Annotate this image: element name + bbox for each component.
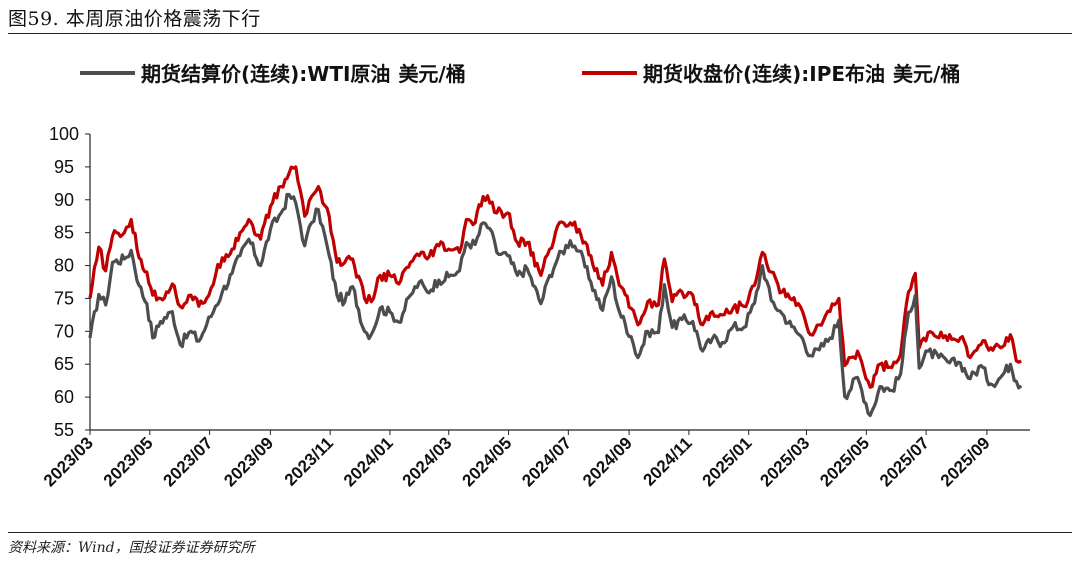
y-tick-label: 70	[54, 321, 74, 341]
y-tick-label: 65	[54, 354, 74, 374]
x-tick-label: 2024/11	[639, 433, 695, 489]
y-tick-label: 90	[54, 190, 74, 210]
x-tick-label: 2025/01	[699, 433, 756, 490]
source-note: 资料来源：Wind，国投证券证券研究所	[8, 540, 255, 556]
y-tick-label: 100	[49, 124, 79, 144]
x-tick-label: 2023/11	[281, 433, 337, 489]
x-tick-label: 2023/09	[220, 433, 277, 490]
y-tick-label: 75	[54, 288, 74, 308]
source-divider	[8, 532, 1072, 533]
x-tick-label: 2025/09	[937, 433, 994, 490]
x-tick-label: 2024/09	[579, 433, 636, 490]
x-tick-label: 2023/05	[100, 433, 157, 490]
x-tick-label: 2024/03	[399, 433, 456, 490]
x-tick-label: 2025/07	[876, 433, 933, 490]
legend-label-ipe: 期货收盘价(连续):IPE布油 美元/桶	[643, 62, 960, 86]
y-tick-label: 60	[54, 387, 74, 407]
x-tick-label: 2025/05	[816, 433, 873, 490]
x-tick-label: 2024/05	[458, 433, 515, 490]
y-tick-label: 85	[54, 223, 74, 243]
x-tick-label: 2023/03	[40, 433, 97, 490]
y-tick-label: 80	[54, 256, 74, 276]
legend: 期货结算价(连续):WTI原油 美元/桶 期货收盘价(连续):IPE布油 美元/桶	[80, 62, 960, 86]
title-divider	[8, 33, 1072, 34]
chart-series	[88, 165, 1023, 418]
series-line-ipe	[88, 165, 1022, 389]
legend-label-wti: 期货结算价(连续):WTI原油 美元/桶	[141, 62, 466, 86]
series-line-wti	[88, 192, 1023, 418]
figure-title: 图59. 本周原油价格震荡下行	[8, 8, 261, 30]
x-tick-label: 2024/07	[518, 433, 575, 490]
y-tick-label: 55	[54, 420, 74, 440]
x-tick-label: 2023/07	[160, 433, 217, 490]
x-tick-label: 2024/01	[340, 433, 397, 490]
y-tick-label: 95	[54, 157, 74, 177]
x-tick-label: 2025/03	[756, 433, 813, 490]
